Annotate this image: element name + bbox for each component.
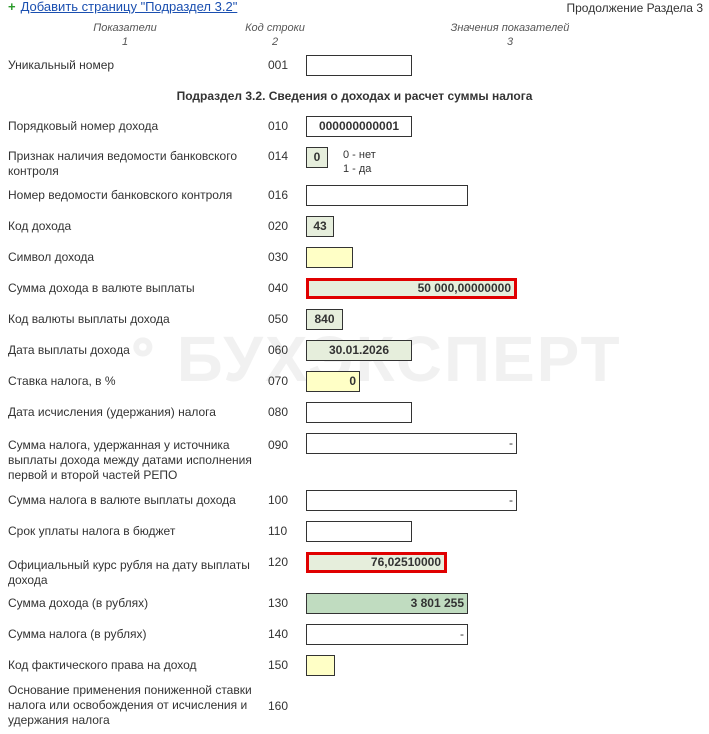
row-label-014: Признак наличия ведомости банковского ко… (8, 149, 238, 178)
field-070[interactable]: 0 (306, 371, 360, 392)
row-code-120: 120 (268, 555, 289, 569)
section-title: Подраздел 3.2. Сведения о доходах и расч… (176, 89, 533, 103)
row-code-160: 160 (268, 699, 289, 713)
column-title: Показатели (93, 22, 157, 34)
column-header-indicators: Показатели 1 (70, 21, 180, 49)
row-label-020: Код дохода (8, 219, 72, 233)
column-header-values: Значения показателей 3 (430, 21, 590, 49)
field-140[interactable]: - (306, 624, 468, 645)
add-page-link[interactable]: Добавить страницу "Подраздел 3.2" (20, 0, 238, 14)
row-label-016: Номер ведомости банковского контроля (8, 188, 233, 202)
row-code-016: 016 (268, 188, 289, 202)
column-title: Значения показателей (450, 22, 570, 34)
field-060[interactable]: 30.01.2026 (306, 340, 412, 361)
field-110[interactable] (306, 521, 412, 542)
column-number: 2 (271, 36, 279, 48)
row-code-050: 050 (268, 312, 289, 326)
field-080[interactable] (306, 402, 412, 423)
row-code-100: 100 (268, 493, 289, 507)
field-020[interactable]: 43 (306, 216, 334, 237)
row-label-100: Сумма налога в валюте выплаты дохода (8, 493, 236, 507)
row-label-070: Ставка налога, в % (8, 374, 116, 388)
row-label-110: Срок уплаты налога в бюджет (8, 524, 176, 538)
row-code-014: 014 (268, 149, 289, 163)
unique-number-label: Уникальный номер (8, 58, 115, 72)
column-header-code: Код строки 2 (230, 21, 320, 49)
row-code-060: 060 (268, 343, 289, 357)
continuation-label: Продолжение Раздела 3 (566, 1, 703, 15)
field-014[interactable]: 0 (306, 147, 328, 168)
unique-number-field[interactable] (306, 55, 412, 76)
row-code-150: 150 (268, 658, 289, 672)
row-label-140: Сумма налога (в рублях) (8, 627, 147, 641)
row-label-040: Сумма дохода в валюте выплаты (8, 281, 195, 295)
row-code-040: 040 (268, 281, 289, 295)
row-code-130: 130 (268, 596, 289, 610)
row-label-030: Символ дохода (8, 250, 95, 264)
row-label-130: Сумма дохода (в рублях) (8, 596, 149, 610)
column-title: Код строки (245, 22, 305, 34)
plus-icon: + (8, 0, 16, 14)
field-016[interactable] (306, 185, 468, 206)
field-040[interactable]: 50 000,00000000 (306, 278, 517, 299)
row-label-080: Дата исчисления (удержания) налога (8, 405, 216, 419)
row-label-010: Порядковый номер дохода (8, 119, 159, 133)
row-code-020: 020 (268, 219, 289, 233)
field-090[interactable]: - (306, 433, 517, 454)
column-number: 1 (121, 36, 129, 48)
field-150[interactable] (306, 655, 335, 676)
field-120[interactable]: 76,02510000 (306, 552, 447, 573)
row-label-090: Сумма налога, удержанная у источника вып… (8, 438, 252, 482)
hint-line: 0 - нет (343, 149, 376, 161)
row-label-160: Основание применения пониженной ставки н… (8, 683, 252, 727)
row-code-030: 030 (268, 250, 289, 264)
row-code-140: 140 (268, 627, 289, 641)
bank-control-hint: 0 - нет 1 - да (343, 148, 376, 176)
row-label-150: Код фактического права на доход (8, 658, 197, 672)
row-code-070: 070 (268, 374, 289, 388)
field-050[interactable]: 840 (306, 309, 343, 330)
field-130[interactable]: 3 801 255 (306, 593, 468, 614)
row-code-110: 110 (268, 524, 288, 538)
row-code-010: 010 (268, 119, 289, 133)
add-page[interactable]: + Добавить страницу "Подраздел 3.2" (8, 0, 237, 14)
row-code-080: 080 (268, 405, 289, 419)
row-label-060: Дата выплаты дохода (8, 343, 130, 357)
field-100[interactable]: - (306, 490, 517, 511)
row-label-050: Код валюты выплаты дохода (8, 312, 170, 326)
row-code-090: 090 (268, 438, 289, 452)
unique-number-code: 001 (268, 58, 289, 72)
hint-line: 1 - да (343, 163, 372, 175)
row-label-120: Официальный курс рубля на дату выплаты д… (8, 558, 250, 587)
column-number: 3 (506, 36, 514, 48)
field-030[interactable] (306, 247, 353, 268)
field-010[interactable]: 000000000001 (306, 116, 412, 137)
